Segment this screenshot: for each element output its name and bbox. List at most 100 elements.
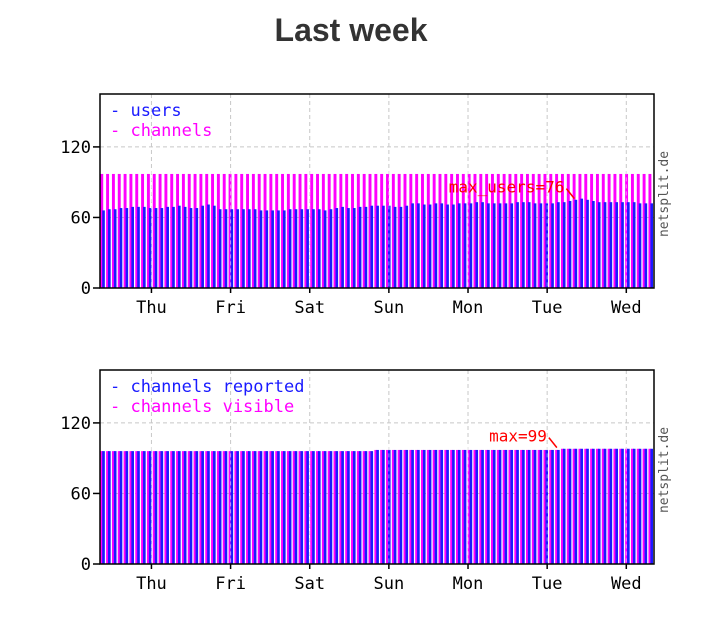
bar-users [580,198,584,288]
bar-channels-reported [154,451,158,564]
bar-channels-visible [327,451,331,564]
bar-channels-visible [426,449,430,564]
bar-channels [526,173,529,288]
bar-users [277,210,280,288]
bar-channels-visible [275,451,279,564]
x-tick-label: Tue [532,574,563,594]
bar-channels-reported [440,449,444,564]
bar-channels-visible [607,448,611,564]
bar-channels-visible [444,449,448,564]
bar-channels-reported [230,451,234,564]
bar-channels-visible [601,448,605,564]
bar-channels-reported [644,448,648,564]
bar-channels-visible [321,451,325,564]
bar-channels [158,173,162,288]
bar-channels-reported [446,449,449,564]
bar-users [597,202,601,288]
bar-channels-visible [106,451,110,564]
bar-channels-visible [595,448,599,564]
bar-channels-visible [211,451,215,564]
bar-channels-reported [627,448,630,564]
bar-channels [543,173,547,288]
bar-channels-reported [638,448,642,564]
bar-channels-reported [492,449,496,564]
bar-users [615,202,619,288]
bar-users [387,205,391,288]
bar-users [189,208,193,288]
bar-channels [205,173,209,288]
bar-users [609,202,613,288]
bar-users [259,210,263,288]
bar-channels-visible [164,451,168,564]
bar-channels [298,173,302,288]
bar-channels-visible [251,451,255,564]
bar-users [102,210,105,288]
bar-channels-reported [358,451,362,564]
bar-users [457,203,461,288]
bar-channels [566,173,570,288]
bar-channels-visible [141,451,145,564]
bar-users [207,204,210,288]
bar-channels-reported [522,449,525,564]
bar-channels-visible [526,449,529,564]
bar-users [288,209,292,288]
watermark: netsplit.de [657,151,672,237]
bar-users [393,206,397,288]
x-tick-label: Tue [532,298,563,318]
bar-channels-visible [549,449,553,564]
y-tick-label: 0 [81,279,91,299]
bar-channels-reported [457,449,461,564]
bar-users [603,202,607,288]
bar-channels-reported [195,451,199,564]
bar-users [317,209,321,288]
bar-users [213,205,216,288]
bar-channels [403,173,407,288]
bar-channels-visible [391,449,395,564]
bar-channels [520,173,524,288]
bar-channels-reported [393,449,397,564]
bar-channels-reported [213,451,216,564]
bar-channels [164,173,168,288]
bar-channels-visible [304,451,308,564]
bar-channels-visible [152,451,156,564]
bar-channels [269,173,273,288]
bar-channels-visible [240,451,244,564]
bar-channels [648,173,652,288]
bar-users [632,202,636,288]
bar-users [504,203,508,288]
bar-users [627,202,630,288]
bar-users [166,206,169,288]
bar-channels-reported [335,451,339,564]
bar-users [201,205,204,288]
y-tick-label: 0 [81,555,91,575]
bar-channels-reported [434,449,438,564]
bar-channels [176,173,180,288]
bar-channels [619,173,623,288]
bar-users [312,209,315,288]
bar-channels-visible [397,449,401,564]
bar-channels-reported [487,449,490,564]
bar-channels-reported [288,451,292,564]
bar-channels [578,173,582,288]
bar-channels-reported [574,448,578,564]
bar-channels-visible [386,449,389,564]
bar-channels [321,173,325,288]
bar-users [341,206,344,288]
x-tick-label: Wed [611,574,642,594]
bar-channels-reported [411,449,414,564]
bar-users [294,209,298,288]
bar-users [154,208,158,288]
bar-channels [333,173,337,288]
x-tick-label: Sat [294,574,325,594]
bar-channels-reported [102,451,105,564]
bar-users [248,209,251,288]
bar-channels-visible [216,451,220,564]
bar-users [551,203,554,288]
bar-channels-visible [246,451,249,564]
bar-channels [123,173,127,288]
bar-channels [310,173,314,288]
bar-channels-visible [450,449,454,564]
bar-channels-visible [555,449,559,564]
bar-channels-visible [514,449,518,564]
bar-channels-reported [312,451,315,564]
